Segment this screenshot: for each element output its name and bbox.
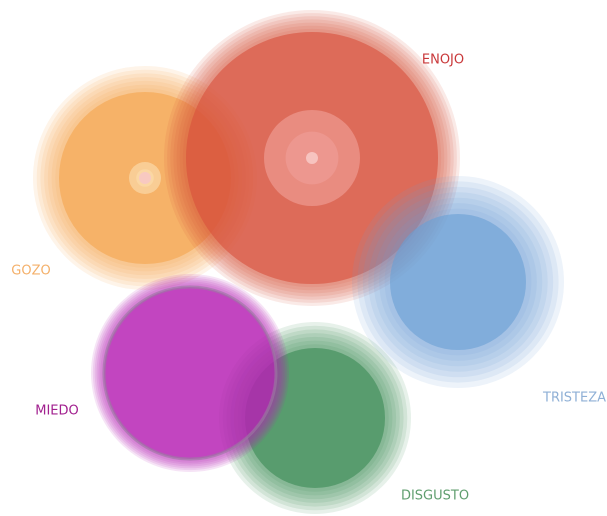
bubble-tristeza bbox=[390, 214, 526, 350]
label-enojo: ENOJO bbox=[422, 53, 464, 68]
bubble-miedo bbox=[102, 285, 278, 461]
bubble-disgusto bbox=[245, 348, 385, 488]
bubble-enojo-dot bbox=[306, 152, 318, 164]
bubbles bbox=[33, 10, 564, 514]
label-miedo: MIEDO bbox=[35, 404, 79, 419]
label-disgusto: DISGUSTO bbox=[401, 489, 469, 504]
label-tristeza: TRISTEZA bbox=[542, 391, 606, 406]
bubble-gozo-dot bbox=[139, 172, 151, 184]
label-gozo: GOZO bbox=[11, 264, 50, 279]
